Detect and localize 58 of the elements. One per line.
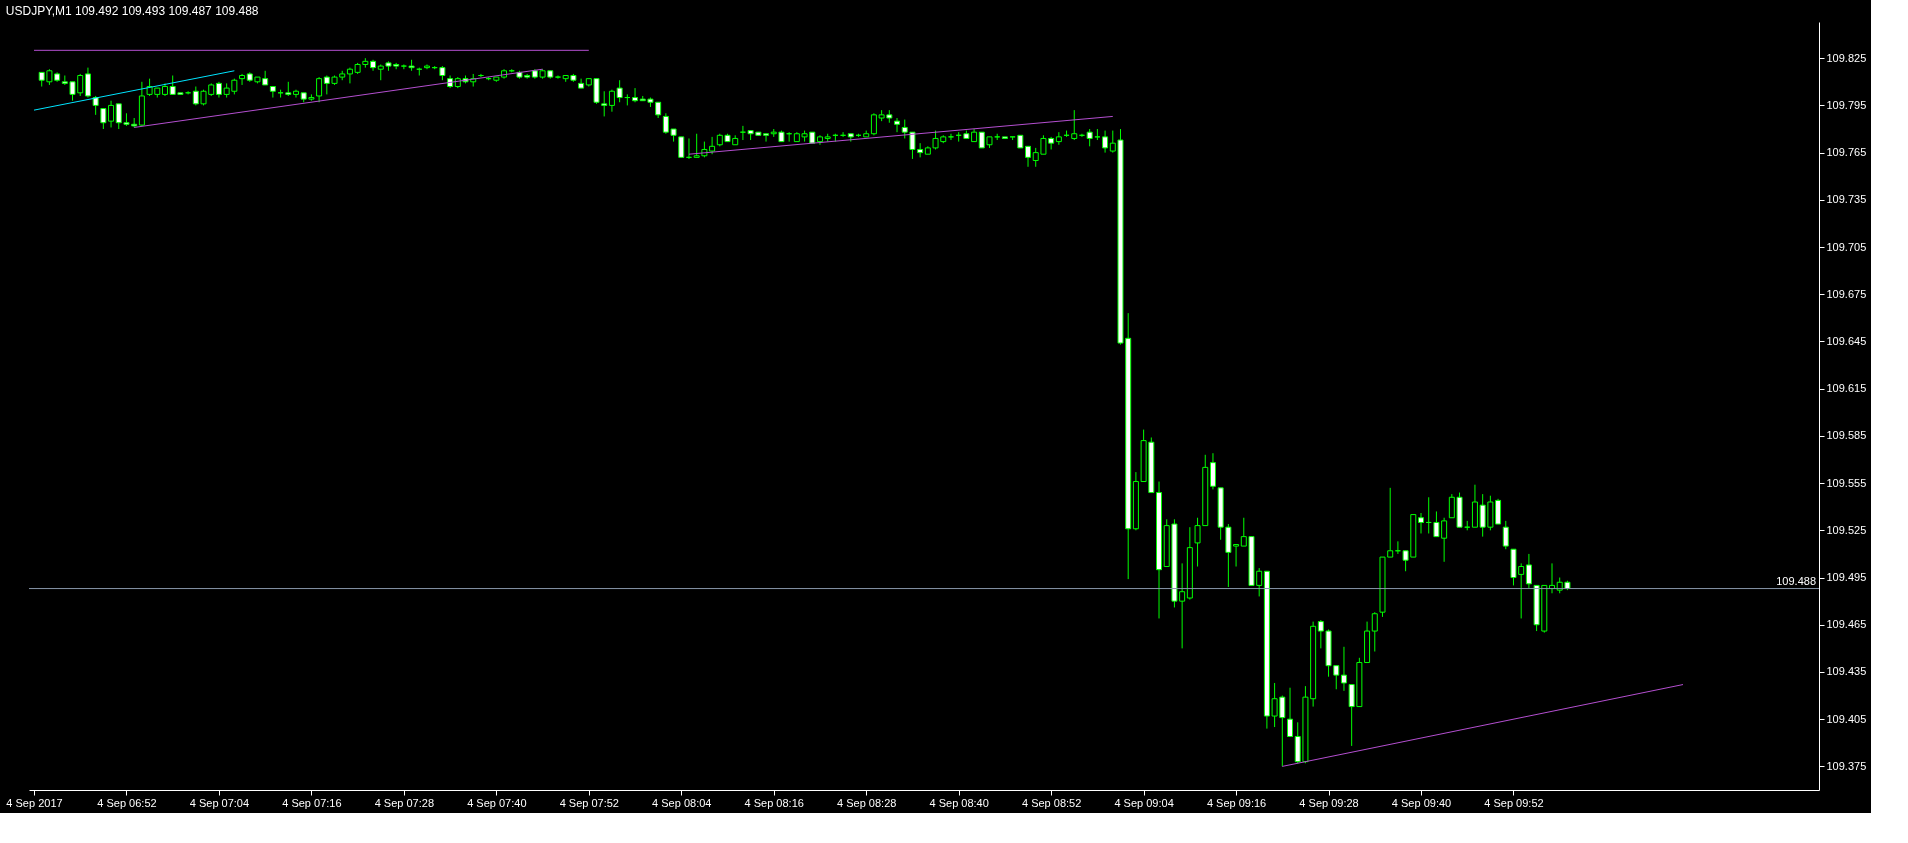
- candlestick: [1025, 145, 1032, 168]
- candlestick: [894, 117, 901, 133]
- candlestick: [1209, 452, 1216, 490]
- y-tick-label: 109.495: [1826, 571, 1867, 584]
- x-tick-label: 4 Sep 07:52: [559, 796, 619, 809]
- x-tick-label: 4 Sep 07:40: [467, 796, 527, 809]
- x-tick-label: 4 Sep 08:28: [837, 796, 897, 809]
- candlestick: [269, 86, 276, 99]
- y-tick-label: 109.555: [1826, 476, 1867, 489]
- x-tick-label: 4 Sep 09:04: [1114, 796, 1174, 809]
- candlestick: [1502, 520, 1509, 550]
- y-tick-label: 109.585: [1826, 429, 1867, 442]
- y-tick-label: 109.795: [1826, 98, 1867, 111]
- candlestick: [678, 136, 685, 158]
- x-tick-label: 4 Sep 07:28: [374, 796, 435, 809]
- x-tick-label: 4 Sep 09:40: [1391, 796, 1452, 809]
- y-tick-label: 109.735: [1826, 193, 1867, 206]
- y-tick-label: 109.375: [1826, 759, 1867, 772]
- candlestick: [1525, 553, 1532, 590]
- candlestick: [84, 67, 91, 99]
- y-tick-label: 109.645: [1826, 334, 1867, 347]
- y-tick-label: 109.705: [1826, 240, 1867, 253]
- y-tick-label: 109.615: [1826, 382, 1867, 395]
- x-tick-label: 4 Sep 09:52: [1484, 796, 1544, 809]
- x-tick-label: 4 Sep 07:04: [189, 796, 250, 809]
- y-tick-label: 109.525: [1826, 523, 1867, 536]
- y-tick-label: 109.675: [1826, 287, 1867, 300]
- candlestick: [632, 87, 639, 103]
- candlestick: [763, 133, 770, 143]
- candlestick: [601, 90, 608, 117]
- candlestick: [1071, 109, 1078, 141]
- candlestick: [400, 63, 407, 70]
- x-tick-label: 4 Sep 2017: [6, 796, 63, 809]
- candlestick: [947, 133, 954, 141]
- y-tick-label: 109.465: [1826, 618, 1867, 631]
- candlestick: [1371, 611, 1378, 653]
- y-tick-label: 109.825: [1826, 51, 1867, 64]
- y-tick-label: 109.765: [1826, 146, 1867, 159]
- candlestick: [292, 89, 299, 99]
- candlestick: [316, 76, 323, 103]
- candlestick: [1418, 512, 1425, 534]
- x-tick-label: 4 Sep 08:04: [652, 796, 712, 809]
- candlestick: [1102, 130, 1109, 154]
- x-tick-label: 4 Sep 08:16: [744, 796, 804, 809]
- y-tick-label: 109.435: [1826, 665, 1867, 678]
- candlestick: [92, 95, 99, 116]
- y-tick-label: 109.405: [1826, 712, 1867, 725]
- x-tick-label: 4 Sep 08:52: [1021, 796, 1082, 809]
- x-tick-label: 4 Sep 08:40: [929, 796, 989, 809]
- ref-line-label: 109.488: [1776, 574, 1816, 587]
- x-tick-label: 4 Sep 09:16: [1206, 796, 1267, 809]
- chart-title: USDJPY,M1 109.492 109.493 109.487 109.488: [5, 4, 259, 18]
- x-tick-label: 4 Sep 07:16: [282, 796, 342, 809]
- candlestick: [1340, 646, 1347, 692]
- candlestick: [239, 73, 246, 86]
- x-tick-label: 4 Sep 06:52: [97, 796, 157, 809]
- candlestick: [1287, 687, 1294, 737]
- x-tick-label: 4 Sep 09:28: [1299, 796, 1359, 809]
